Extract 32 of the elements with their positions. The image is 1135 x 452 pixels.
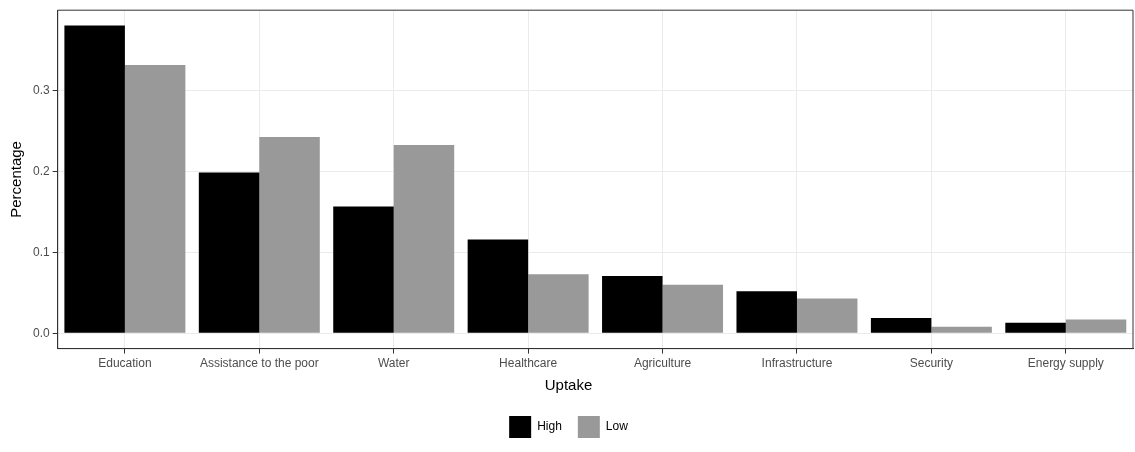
bar	[1005, 322, 1066, 333]
y-axis-title: Percentage	[7, 141, 25, 218]
bar	[393, 145, 455, 333]
x-tick-label: Security	[909, 356, 954, 371]
legend-label: High	[537, 419, 562, 434]
bar	[64, 25, 125, 333]
legend-title: Uptake	[544, 375, 593, 393]
bar	[528, 274, 589, 333]
bar	[333, 206, 394, 333]
bar	[1065, 319, 1127, 333]
bar	[931, 326, 992, 333]
bar	[662, 284, 724, 333]
bar	[124, 65, 186, 333]
bar	[796, 298, 858, 333]
x-tick-label: Energy supply	[1027, 356, 1104, 371]
x-tick-label: Assistance to the poor	[199, 356, 319, 371]
bar	[602, 275, 663, 333]
x-tick-label: Education	[98, 356, 152, 371]
x-tick-label: Water	[377, 356, 410, 371]
y-tick-label: 0.1	[32, 244, 50, 259]
y-tick-label: 0.0	[32, 325, 50, 340]
bar	[870, 317, 932, 333]
bar	[736, 291, 797, 333]
x-tick-label: Agriculture	[633, 356, 692, 371]
y-tick-label: 0.2	[32, 164, 50, 179]
legend-label: Low	[605, 419, 629, 434]
bar	[198, 172, 260, 333]
x-tick-label: Infrastructure	[761, 356, 833, 371]
bar	[467, 239, 529, 333]
bar	[259, 137, 320, 333]
x-tick-label: Healthcare	[499, 356, 558, 371]
y-tick-label: 0.3	[32, 83, 50, 98]
